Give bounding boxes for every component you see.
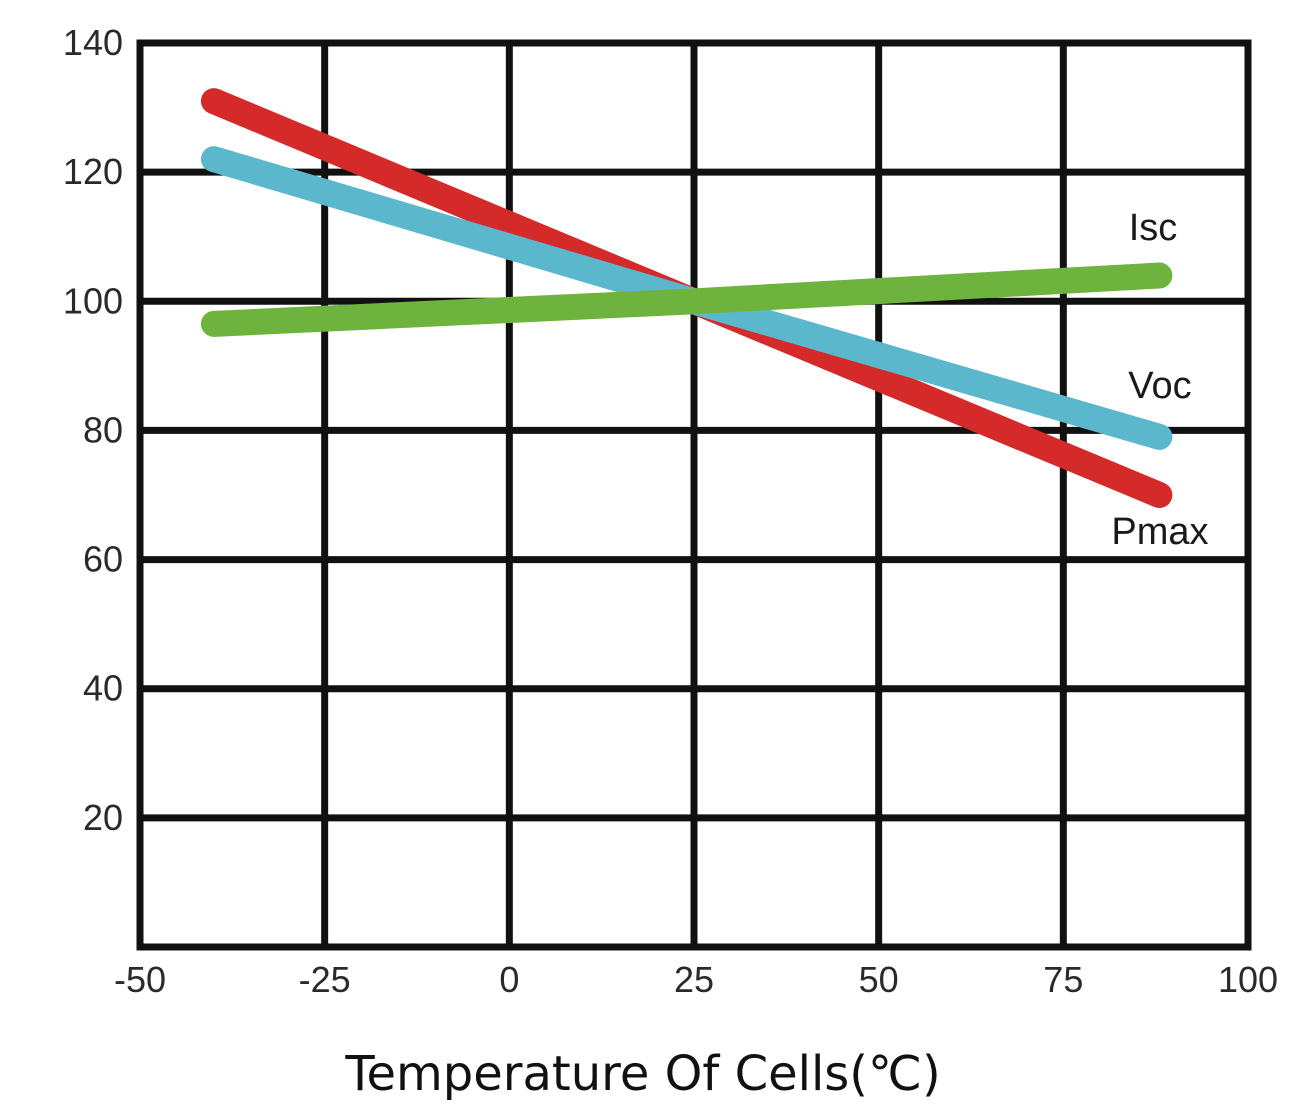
y-tick-label: 100 <box>63 280 123 321</box>
x-tick-label: -50 <box>114 959 166 1000</box>
y-axis-tick-labels: 20 40 60 80 100 120 140 <box>63 22 123 838</box>
y-tick-label: 140 <box>63 22 123 63</box>
x-tick-label: 25 <box>674 959 714 1000</box>
series-labels: Pmax Voc Isc <box>1111 207 1208 553</box>
x-tick-label: 50 <box>859 959 899 1000</box>
series-label-isc: Isc <box>1129 207 1178 249</box>
y-tick-label: 120 <box>63 151 123 192</box>
y-tick-label: 20 <box>83 797 123 838</box>
series-label-pmax: Pmax <box>1111 511 1208 553</box>
y-tick-label: 80 <box>83 409 123 450</box>
series-lines <box>200 88 1173 508</box>
x-axis-title: Temperature Of Cells(℃) <box>344 1046 940 1102</box>
x-tick-label: -25 <box>299 959 351 1000</box>
x-tick-label: 75 <box>1043 959 1083 1000</box>
x-axis-tick-labels: -50 -25 0 25 50 75 100 <box>114 959 1278 1000</box>
y-tick-label: 40 <box>83 668 123 709</box>
x-tick-label: 100 <box>1218 959 1278 1000</box>
x-tick-label: 0 <box>499 959 519 1000</box>
series-label-voc: Voc <box>1128 365 1191 407</box>
series-line-isc <box>200 262 1173 337</box>
y-tick-label: 60 <box>83 539 123 580</box>
